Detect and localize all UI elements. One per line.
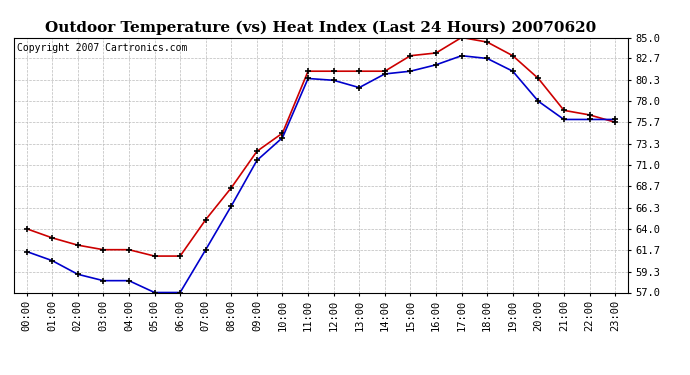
Title: Outdoor Temperature (vs) Heat Index (Last 24 Hours) 20070620: Outdoor Temperature (vs) Heat Index (Las… <box>46 21 596 35</box>
Text: Copyright 2007 Cartronics.com: Copyright 2007 Cartronics.com <box>17 43 187 52</box>
